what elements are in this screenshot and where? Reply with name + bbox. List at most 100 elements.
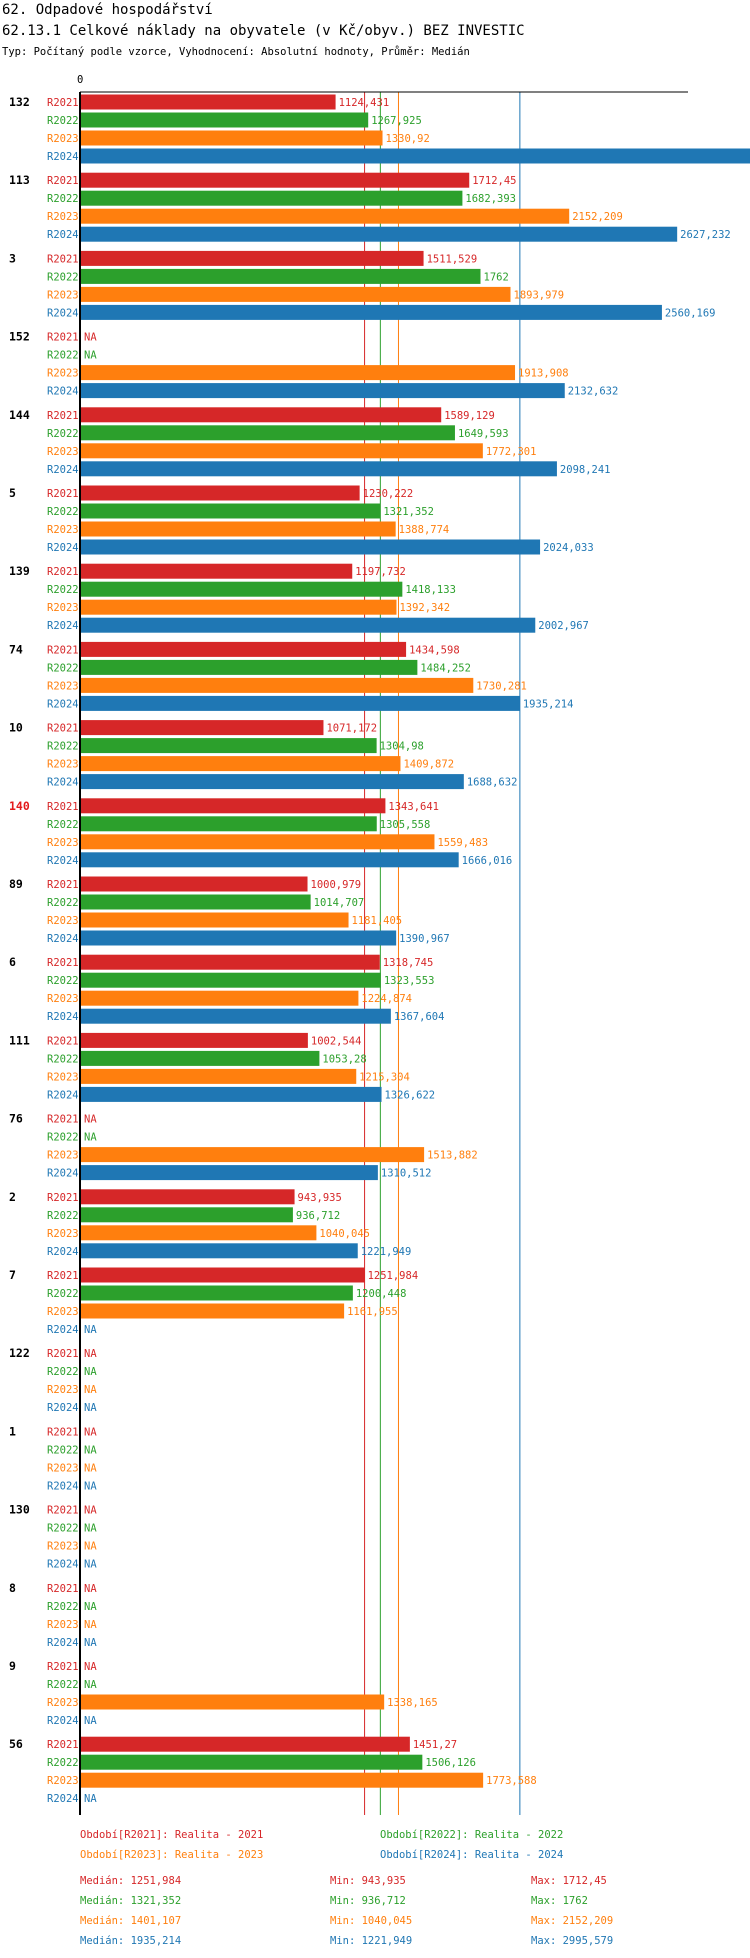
bar xyxy=(80,1050,320,1066)
value-label: 2152,209 xyxy=(572,211,623,223)
value-label: 1388,774 xyxy=(399,524,450,536)
series-label: R2024 xyxy=(47,1011,79,1023)
stats-table: Medián: 1251,984 Min: 943,935 Max: 1712,45… xyxy=(80,1875,613,1947)
value-label: 1913,908 xyxy=(518,368,569,380)
series-label: R2024 xyxy=(47,464,79,476)
series-label: R2021 xyxy=(47,723,79,735)
bar-group-9: 9 R2021 NA R2022 NA R2023 1338,165 R2024 NA xyxy=(9,1659,438,1727)
bar xyxy=(80,930,397,946)
bar xyxy=(80,1243,358,1259)
bar xyxy=(80,1165,378,1181)
stat-min: Min: 936,712 xyxy=(330,1895,406,1907)
bar xyxy=(80,876,308,892)
value-label: 1762 xyxy=(484,271,509,283)
na-label: NA xyxy=(84,1679,97,1691)
value-label: 1772,301 xyxy=(486,446,537,458)
legend: Období[R2021]: Realita - 2021 Období[R202… xyxy=(80,1829,563,1861)
bar xyxy=(80,954,380,970)
series-label: R2024 xyxy=(47,229,79,241)
series-label: R2023 xyxy=(47,133,79,145)
series-label: R2022 xyxy=(47,428,79,440)
bar xyxy=(80,894,311,910)
series-label: R2022 xyxy=(47,1288,79,1300)
series-label: R2021 xyxy=(47,410,79,422)
value-label: 2098,241 xyxy=(560,464,611,476)
group-id-label: 122 xyxy=(9,1346,30,1360)
bar xyxy=(80,148,750,164)
bar-group-144: 144 R2021 1589,129 R2022 1649,593 R2023 1772,3… xyxy=(9,407,611,477)
legend-entry: Období[R2022]: Realita - 2022 xyxy=(380,1829,563,1841)
series-label: R2024 xyxy=(47,1168,79,1180)
value-label: 1197,732 xyxy=(355,566,406,578)
bar-group-132: 132 R2021 1124,431 R2022 1267,925 R2023 1330,9… xyxy=(9,94,750,164)
na-label: NA xyxy=(84,1541,97,1553)
bar-group-122: 122 R2021 NA R2022 NA R2023 NA R2024 NA xyxy=(9,1346,97,1414)
na-label: NA xyxy=(84,1637,97,1649)
series-label: R2022 xyxy=(47,115,79,127)
series-label: R2024 xyxy=(47,620,79,632)
series-label: R2024 xyxy=(47,1089,79,1101)
value-label: 1409,872 xyxy=(403,759,454,771)
series-label: R2022 xyxy=(47,1757,79,1769)
series-label: R2022 xyxy=(47,350,79,362)
bar xyxy=(80,1086,382,1102)
value-label: 1310,512 xyxy=(381,1168,432,1180)
na-label: NA xyxy=(84,1619,97,1631)
group-id-label: 1 xyxy=(9,1424,16,1438)
series-label: R2021 xyxy=(47,1270,79,1282)
na-label: NA xyxy=(84,1324,97,1336)
bar xyxy=(80,503,381,519)
group-id-label: 113 xyxy=(9,173,30,187)
bar xyxy=(80,599,397,615)
legend-entry: Období[R2023]: Realita - 2023 xyxy=(80,1849,263,1861)
value-label: 1390,967 xyxy=(399,933,450,945)
series-label: R2023 xyxy=(47,1228,79,1240)
chart-title: 62. Odpadové hospodářství xyxy=(2,2,213,18)
bar xyxy=(80,461,557,477)
group-id-label: 5 xyxy=(9,486,16,500)
median-lines xyxy=(364,92,521,1815)
series-label: R2022 xyxy=(47,1210,79,1222)
group-id-label: 74 xyxy=(9,642,23,656)
value-label: 1000,979 xyxy=(311,879,362,891)
bar xyxy=(80,1754,423,1770)
bar xyxy=(80,1068,357,1084)
na-label: NA xyxy=(84,1480,97,1492)
bar xyxy=(80,1267,365,1283)
value-label: 936,712 xyxy=(296,1210,340,1222)
series-label: R2022 xyxy=(47,1601,79,1613)
na-label: NA xyxy=(84,1793,97,1805)
bar xyxy=(80,112,369,128)
axis-zero-label: 0 xyxy=(77,74,83,86)
value-label: 1321,352 xyxy=(383,506,434,518)
value-label: 2132,632 xyxy=(568,386,619,398)
value-label: 1511,529 xyxy=(427,253,478,265)
series-label: R2023 xyxy=(47,759,79,771)
bar xyxy=(80,659,418,675)
value-label: 1267,925 xyxy=(371,115,422,127)
bar xyxy=(80,1032,308,1048)
group-id-label: 111 xyxy=(9,1033,30,1047)
value-label: 1304,98 xyxy=(380,741,424,753)
bar xyxy=(80,1694,385,1710)
group-id-label: 7 xyxy=(9,1268,16,1282)
series-label: R2021 xyxy=(47,1114,79,1126)
series-label: R2021 xyxy=(47,1426,79,1438)
bar xyxy=(80,1147,425,1163)
series-label: R2021 xyxy=(47,644,79,656)
bar xyxy=(80,250,424,266)
bar-group-1: 1 R2021 NA R2022 NA R2023 NA R2024 NA xyxy=(9,1424,97,1492)
series-label: R2023 xyxy=(47,1071,79,1083)
series-label: R2022 xyxy=(47,819,79,831)
value-label: 1712,45 xyxy=(472,175,516,187)
bar xyxy=(80,208,570,224)
series-label: R2022 xyxy=(47,271,79,283)
bar xyxy=(80,443,483,459)
series-label: R2022 xyxy=(47,506,79,518)
na-label: NA xyxy=(84,1505,97,1517)
series-label: R2022 xyxy=(47,741,79,753)
series-label: R2024 xyxy=(47,855,79,867)
bar xyxy=(80,990,359,1006)
series-label: R2023 xyxy=(47,602,79,614)
series-label: R2022 xyxy=(47,1444,79,1456)
